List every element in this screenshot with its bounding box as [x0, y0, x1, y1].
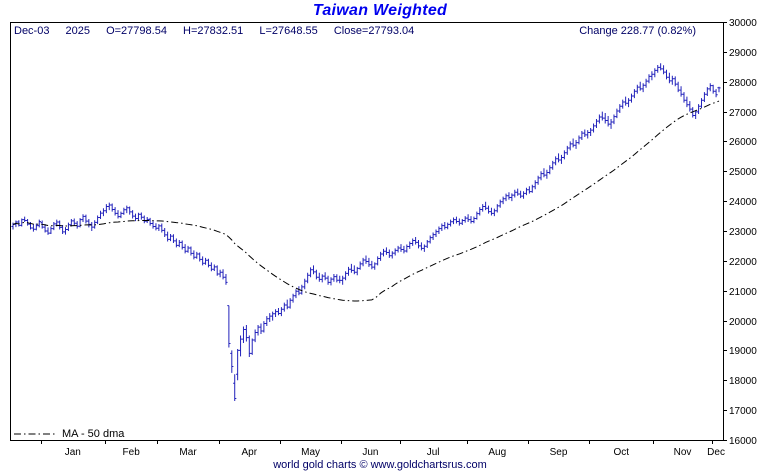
x-axis-label: Sep	[550, 447, 568, 458]
y-axis-label: 22000	[729, 257, 757, 268]
quote-change: Change 228.77 (0.82%)	[579, 25, 696, 37]
y-axis-label: 17000	[729, 406, 757, 417]
plot-border	[10, 22, 724, 441]
x-axis-label: Apr	[242, 447, 258, 458]
ma-legend-label: MA - 50 dma	[62, 428, 125, 440]
y-axis-label: 16000	[729, 436, 757, 447]
ma-dash-line-icon	[14, 433, 56, 435]
x-axis-label: May	[301, 447, 320, 458]
ohlc-price-series	[11, 63, 721, 402]
y-axis-label: 20000	[729, 317, 757, 328]
y-axis-label: 27000	[729, 108, 757, 119]
y-axis-label: 19000	[729, 346, 757, 357]
x-axis-label: Jan	[65, 447, 81, 458]
footer-credit: world gold charts © www.goldchartsrus.co…	[273, 459, 487, 471]
y-axis-label: 28000	[729, 78, 757, 89]
y-axis-label: 18000	[729, 376, 757, 387]
ma-50-line	[12, 100, 720, 302]
y-axis-label: 24000	[729, 197, 757, 208]
x-axis-label: Nov	[674, 447, 692, 458]
quote-header: Dec-03 2025 O=27798.54 H=27832.51 L=2764…	[14, 25, 427, 37]
y-axis-label: 25000	[729, 167, 757, 178]
chart-title: Taiwan Weighted	[312, 2, 448, 19]
x-axis-label: Mar	[179, 447, 197, 458]
x-axis-label: Oct	[613, 447, 629, 458]
x-axis-label: Dec	[707, 447, 725, 458]
quote-year: 2025	[65, 25, 91, 37]
ma-legend: MA - 50 dma	[13, 428, 124, 440]
y-axis-label: 21000	[729, 287, 757, 298]
y-axis: 16000 17000 18000 19000 20000 21000 22000 23000…	[723, 18, 757, 447]
x-axis-label: Feb	[123, 447, 141, 458]
quote-low: L=27648.55	[259, 25, 318, 37]
x-axis-label: Jun	[362, 447, 378, 458]
quote-date: Dec-03	[14, 25, 50, 37]
y-axis-label: 30000	[729, 18, 757, 29]
x-axis-label: Jul	[427, 447, 440, 458]
y-axis-label: 26000	[729, 137, 757, 148]
y-axis-label: 23000	[729, 227, 757, 238]
quote-open: O=27798.54	[106, 25, 167, 37]
quote-close: Close=27793.04	[333, 25, 415, 37]
x-axis: Jan Feb Mar Apr May Jun Jul Aug Sep Oct Nov Dec	[41, 440, 725, 458]
x-axis-label: Aug	[488, 447, 506, 458]
quote-high: H=27832.51	[183, 25, 244, 37]
y-axis-label: 29000	[729, 48, 757, 59]
